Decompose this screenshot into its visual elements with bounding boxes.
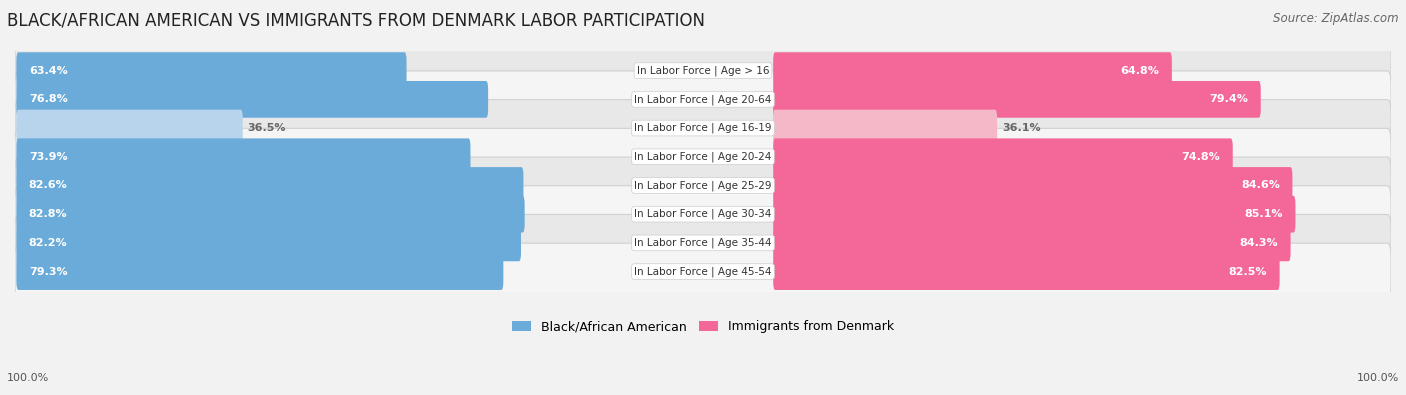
FancyBboxPatch shape	[17, 196, 524, 233]
Text: In Labor Force | Age 30-34: In Labor Force | Age 30-34	[634, 209, 772, 220]
Text: 82.8%: 82.8%	[28, 209, 67, 219]
FancyBboxPatch shape	[15, 243, 1391, 300]
Text: 85.1%: 85.1%	[1244, 209, 1284, 219]
Text: In Labor Force | Age 20-24: In Labor Force | Age 20-24	[634, 152, 772, 162]
Text: In Labor Force | Age 20-64: In Labor Force | Age 20-64	[634, 94, 772, 105]
FancyBboxPatch shape	[15, 128, 1391, 185]
FancyBboxPatch shape	[17, 52, 406, 89]
Text: 84.3%: 84.3%	[1240, 238, 1278, 248]
Text: In Labor Force | Age 35-44: In Labor Force | Age 35-44	[634, 238, 772, 248]
FancyBboxPatch shape	[773, 253, 1279, 290]
FancyBboxPatch shape	[15, 100, 1391, 156]
FancyBboxPatch shape	[15, 214, 1391, 271]
Text: In Labor Force | Age > 16: In Labor Force | Age > 16	[637, 66, 769, 76]
FancyBboxPatch shape	[17, 224, 522, 261]
Text: 84.6%: 84.6%	[1241, 181, 1279, 190]
FancyBboxPatch shape	[15, 157, 1391, 214]
Text: 82.6%: 82.6%	[28, 181, 67, 190]
FancyBboxPatch shape	[17, 167, 523, 204]
FancyBboxPatch shape	[15, 71, 1391, 128]
FancyBboxPatch shape	[773, 81, 1261, 118]
Text: Source: ZipAtlas.com: Source: ZipAtlas.com	[1274, 12, 1399, 25]
FancyBboxPatch shape	[17, 81, 488, 118]
Text: 76.8%: 76.8%	[28, 94, 67, 104]
Text: 82.5%: 82.5%	[1229, 267, 1267, 276]
FancyBboxPatch shape	[773, 167, 1292, 204]
FancyBboxPatch shape	[15, 186, 1391, 243]
FancyBboxPatch shape	[773, 196, 1295, 233]
FancyBboxPatch shape	[17, 110, 243, 147]
Text: In Labor Force | Age 45-54: In Labor Force | Age 45-54	[634, 266, 772, 277]
Text: 64.8%: 64.8%	[1121, 66, 1160, 76]
FancyBboxPatch shape	[773, 138, 1233, 175]
Text: 36.1%: 36.1%	[1002, 123, 1040, 133]
Text: 79.3%: 79.3%	[28, 267, 67, 276]
FancyBboxPatch shape	[773, 110, 997, 147]
Text: 63.4%: 63.4%	[28, 66, 67, 76]
Text: BLACK/AFRICAN AMERICAN VS IMMIGRANTS FROM DENMARK LABOR PARTICIPATION: BLACK/AFRICAN AMERICAN VS IMMIGRANTS FRO…	[7, 12, 704, 30]
Text: 82.2%: 82.2%	[28, 238, 67, 248]
Legend: Black/African American, Immigrants from Denmark: Black/African American, Immigrants from …	[508, 316, 898, 339]
Text: 100.0%: 100.0%	[1357, 373, 1399, 383]
FancyBboxPatch shape	[17, 138, 471, 175]
Text: In Labor Force | Age 25-29: In Labor Force | Age 25-29	[634, 180, 772, 191]
Text: In Labor Force | Age 16-19: In Labor Force | Age 16-19	[634, 123, 772, 133]
FancyBboxPatch shape	[17, 253, 503, 290]
Text: 73.9%: 73.9%	[28, 152, 67, 162]
Text: 100.0%: 100.0%	[7, 373, 49, 383]
FancyBboxPatch shape	[773, 224, 1291, 261]
Text: 74.8%: 74.8%	[1181, 152, 1220, 162]
FancyBboxPatch shape	[15, 42, 1391, 99]
Text: 79.4%: 79.4%	[1209, 94, 1249, 104]
Text: 36.5%: 36.5%	[247, 123, 285, 133]
FancyBboxPatch shape	[773, 52, 1171, 89]
